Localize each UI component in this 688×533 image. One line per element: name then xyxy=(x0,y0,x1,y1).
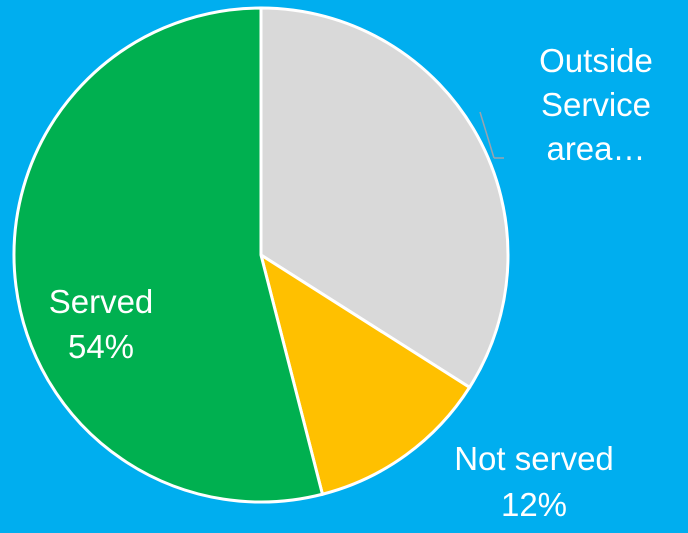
outside-label-leader-line xyxy=(479,111,495,159)
pie-label-outside-line-1: Outside xyxy=(539,42,653,79)
pie-labels: Outside Service area… Not served 12% Served 54… xyxy=(49,42,653,523)
pie-label-not-served-line-2: 12% xyxy=(501,486,567,523)
pie-label-served-line-2: 54% xyxy=(68,328,134,365)
pie-label-not-served-line-1: Not served xyxy=(454,440,614,477)
pie-slice-served xyxy=(12,6,325,504)
pie-label-outside-line-3: area… xyxy=(546,130,645,167)
pie-label-outside-line-2: Service xyxy=(541,86,651,123)
pie-slice-not-served xyxy=(258,251,472,497)
pie-label-outside: Outside Service area… xyxy=(539,42,653,167)
pie-label-not-served: Not served 12% xyxy=(454,440,614,523)
pie-label-served-line-1: Served xyxy=(49,283,154,320)
pie-label-served: Served 54% xyxy=(49,283,154,365)
pie-slices xyxy=(12,6,510,504)
